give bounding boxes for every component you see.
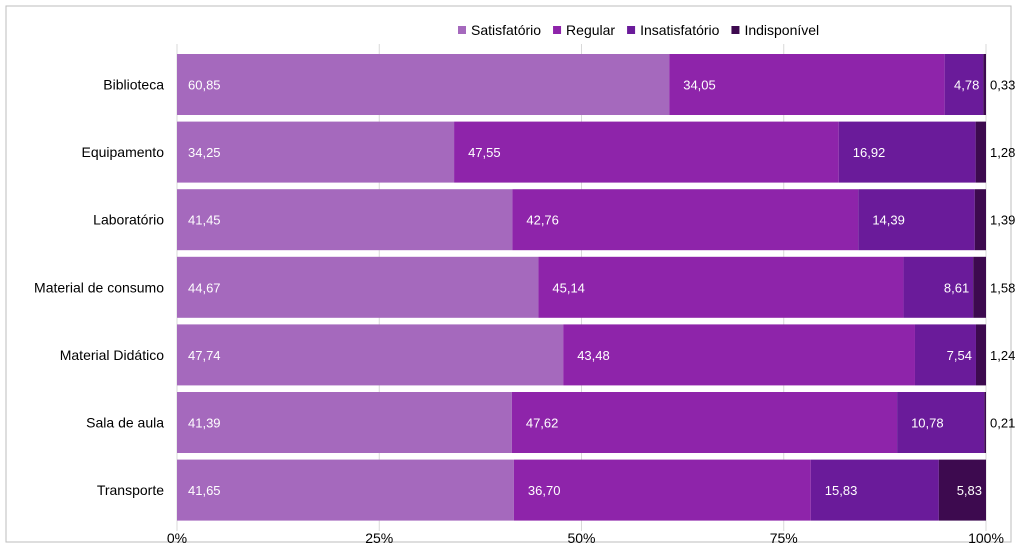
data-label: 41,39 <box>188 416 221 431</box>
bar-segment <box>975 324 986 386</box>
category-label: Material Didático <box>60 347 164 363</box>
data-label: 16,92 <box>853 145 886 160</box>
bar-row: 60,85 34,05 4,78 0,33 <box>177 54 1015 115</box>
data-label: 1,24 <box>990 348 1015 363</box>
data-label: 41,45 <box>188 213 221 228</box>
data-label: 47,62 <box>526 416 559 431</box>
category-label: Sala de aula <box>86 415 164 431</box>
legend-swatch <box>458 26 466 34</box>
bar-segment <box>177 54 670 115</box>
bar-segment <box>838 121 976 183</box>
data-label: 15,83 <box>825 483 858 498</box>
x-tick-label: 100% <box>968 530 1004 546</box>
data-label: 10,78 <box>911 416 944 431</box>
bar-segment <box>177 392 512 453</box>
bar-segment <box>810 459 939 521</box>
x-tick-label: 75% <box>770 530 798 546</box>
bar-segment <box>983 54 986 115</box>
data-label: 1,58 <box>990 280 1015 295</box>
data-label: 0,21 <box>990 416 1015 431</box>
legend-swatch <box>627 26 636 34</box>
data-label: 8,61 <box>944 280 969 295</box>
data-label: 60,85 <box>188 78 221 93</box>
legend: Satisfatório Regular Insatisfatório Indispo… <box>458 22 819 38</box>
bar-segment <box>973 256 986 318</box>
legend-swatch <box>731 26 740 34</box>
x-axis-ticks: 0% 25% 50% 75% 100% <box>167 530 1004 546</box>
bar-row: 47,74 43,48 7,54 1,24 <box>177 324 1015 386</box>
x-tick-label: 0% <box>167 530 187 546</box>
data-label: 42,76 <box>526 213 559 228</box>
data-label: 4,78 <box>954 78 979 93</box>
bar-segment <box>944 54 984 115</box>
data-label: 34,25 <box>188 145 221 160</box>
bar-segment <box>177 256 539 318</box>
bar-row: 44,67 45,14 8,61 1,58 <box>177 256 1015 318</box>
data-label: 47,74 <box>188 348 221 363</box>
bar-row: 41,65 36,70 15,83 5,83 <box>177 459 986 521</box>
bar-segment <box>858 189 975 251</box>
data-label: 5,83 <box>957 483 982 498</box>
bar-segment <box>511 392 898 453</box>
category-label: Biblioteca <box>103 77 164 93</box>
legend-swatch <box>553 26 562 34</box>
bar-segment <box>513 459 811 521</box>
legend-item: Satisfatório <box>458 22 541 38</box>
legend-item: Indisponível <box>731 22 819 38</box>
bar-segment <box>669 54 945 115</box>
bar-segment <box>974 189 986 251</box>
category-label: Laboratório <box>93 212 164 228</box>
bar-segment <box>563 324 915 386</box>
category-label: Material de consumo <box>34 279 164 295</box>
data-label: 36,70 <box>528 483 561 498</box>
bar-segment <box>903 256 974 318</box>
bar-segment <box>938 459 986 521</box>
bar-segment <box>512 189 859 251</box>
bar-segment <box>538 256 904 318</box>
data-label: 0,33 <box>990 78 1015 93</box>
bar-segment <box>897 392 985 453</box>
bar-segment <box>177 189 513 251</box>
data-label: 41,65 <box>188 483 221 498</box>
bar-row: 41,39 47,62 10,78 0,21 <box>177 392 1015 453</box>
x-tick-label: 25% <box>365 530 393 546</box>
bar-segment <box>454 121 839 183</box>
bar-segment <box>177 324 564 386</box>
category-label: Equipamento <box>81 144 164 160</box>
data-label: 43,48 <box>577 348 610 363</box>
legend-label: Indisponível <box>744 22 819 38</box>
category-label: Transporte <box>97 482 164 498</box>
x-tick-label: 50% <box>567 530 595 546</box>
chart-border <box>5 5 1012 543</box>
data-label: 47,55 <box>468 145 501 160</box>
bar-segment <box>177 459 514 521</box>
category-labels: Biblioteca Equipamento Laboratório Material… <box>34 77 164 499</box>
bar-row: 34,25 47,55 16,92 1,28 <box>177 121 1015 183</box>
bars: 60,85 34,05 4,78 0,33 34,25 47,55 16,92 1,28 41,… <box>177 54 1015 521</box>
bar-segment <box>177 121 455 183</box>
bar-row: 41,45 42,76 14,39 1,39 <box>177 189 1015 251</box>
data-label: 14,39 <box>872 213 905 228</box>
legend-item: Regular <box>553 22 615 38</box>
legend-label: Regular <box>566 22 615 38</box>
bar-segment <box>984 392 986 453</box>
data-label: 1,39 <box>990 213 1015 228</box>
legend-label: Satisfatório <box>471 22 541 38</box>
data-label: 44,67 <box>188 280 221 295</box>
bar-segment <box>914 324 976 386</box>
data-label: 1,28 <box>990 145 1015 160</box>
legend-item: Insatisfatório <box>627 22 720 38</box>
data-label: 34,05 <box>683 78 716 93</box>
data-label: 7,54 <box>947 348 972 363</box>
data-label: 45,14 <box>552 280 585 295</box>
legend-label: Insatisfatório <box>640 22 720 38</box>
bar-segment <box>975 121 986 183</box>
